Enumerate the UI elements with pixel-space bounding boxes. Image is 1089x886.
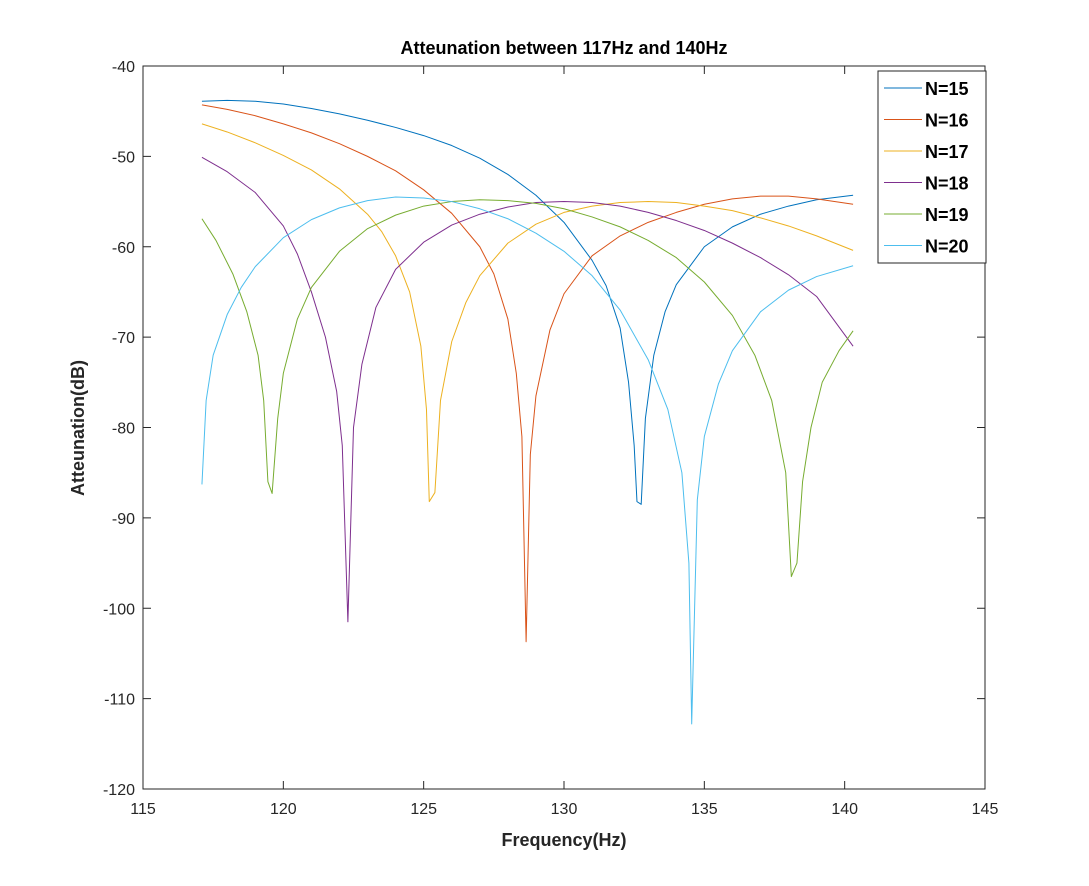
legend-box [877, 70, 987, 264]
x-tick-label: 145 [972, 801, 999, 818]
legend-label: N=18 [925, 174, 969, 194]
legend-label: N=17 [925, 142, 969, 162]
x-tick-label: 125 [410, 801, 437, 818]
series-line-4 [201, 156, 854, 623]
x-tick-label: 140 [831, 801, 858, 818]
y-tick-label: -80 [112, 421, 135, 438]
y-tick-label: -110 [104, 692, 135, 709]
legend-label: N=19 [925, 205, 969, 225]
series-line-1 [201, 99, 854, 505]
series-layer [201, 99, 854, 725]
series-line-3 [201, 123, 854, 503]
y-tick-label: -60 [112, 240, 135, 257]
y-tick-label: -120 [103, 782, 135, 799]
x-tick-label: 115 [130, 801, 156, 818]
plot-area [143, 66, 985, 789]
series-line-5 [201, 199, 854, 578]
series-line-6 [201, 196, 854, 725]
chart-title: Atteunation between 117Hz and 140Hz [400, 38, 727, 58]
x-tick-label: 120 [270, 801, 297, 818]
x-tick-label: 130 [551, 801, 578, 818]
x-axis-title: Frequency(Hz) [501, 830, 626, 850]
y-tick-label: -70 [112, 330, 135, 347]
x-tick-label: 135 [691, 801, 718, 818]
legend-label: N=20 [925, 237, 969, 257]
y-tick-label: -100 [103, 601, 135, 618]
legend-label: N=16 [925, 111, 969, 131]
y-tick-label: -90 [112, 511, 135, 528]
y-tick-label: -50 [112, 149, 135, 166]
y-axis-title: Atteunation(dB) [68, 360, 88, 496]
axes-layer: 115 120 125 130 135 140 145 -120 -110 -100 -90 -80 -… [103, 59, 998, 818]
legend: N=15 N=16 N=17 N=18 N=19 N=20 [877, 70, 987, 264]
legend-label: N=15 [925, 79, 969, 99]
y-tick-label: -40 [112, 59, 135, 76]
series-line-2 [201, 104, 854, 643]
